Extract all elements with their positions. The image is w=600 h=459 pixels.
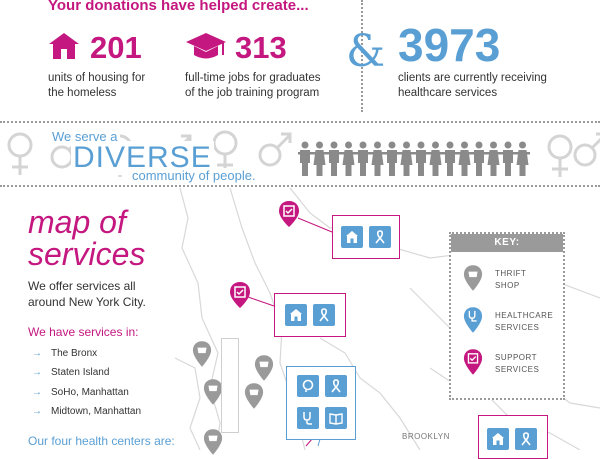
key-label-line: SUPPORT [495,353,538,362]
ribbon-service-icon [325,375,347,397]
housing-service-icon [341,226,363,248]
location-label: Staten Island [51,367,110,378]
location-item: → The Bronx [32,348,97,359]
locations-heading: We have services in: [28,325,139,339]
stat-healthcare-caption: clients are currently receiving healthca… [398,71,547,101]
stat-housing-number: 201 [90,30,142,65]
location-label: The Bronx [51,348,98,359]
caption-line: full-time jobs for graduates [185,72,321,84]
support-pin-icon [279,201,299,227]
key-label-line: SERVICES [495,365,540,374]
arrow-right-icon: → [32,348,42,359]
caption-line: units of housing for [48,72,146,84]
person-figure [471,141,487,176]
arrow-right-icon: → [32,367,42,378]
headline: Your donations have helped create... [48,0,309,14]
head-service-icon [297,375,319,397]
brooklyn-label: BROOKLYN [402,432,450,441]
thrift-shop-pin-icon [203,429,223,455]
ribbon-service-icon [369,226,391,248]
location-item: → SoHo, Manhattan [32,387,129,398]
key-label: THRIFT SHOP [495,268,526,292]
diversity-line3: community of people. [130,168,258,183]
ribbon-service-icon [313,304,335,326]
key-label-line: THRIFT [495,269,527,278]
person-figure [515,141,530,176]
health-centers-heading: Our four health centers are: [28,434,175,448]
person-figure [312,141,327,176]
arrow-right-icon: → [32,387,42,398]
people-chain-icon [298,141,530,176]
key-label-line: SERVICES [495,323,540,332]
thrift-shop-pin-icon [254,355,274,381]
house-icon [49,33,79,59]
ampersand: & [346,26,386,77]
thrift-shop-pin-icon [463,265,483,291]
service-box-midtown [274,293,346,337]
book-service-icon [325,407,347,429]
housing-service-icon [285,304,307,326]
person-figure [399,141,414,176]
key-label-line: SHOP [495,281,520,290]
caption-line: clients are currently receiving [398,72,547,84]
thrift-shop-pin-icon [192,341,212,367]
healthcare-pin-icon [463,307,483,333]
map-title-line: services [28,236,146,272]
housing-service-icon [487,428,509,450]
person-figure [457,141,472,176]
person-figure [500,141,516,176]
caption-line: of the job training program [185,87,320,99]
person-figure [442,141,458,176]
map-intro: We offer services all around New York Ci… [28,278,168,310]
location-item: → Midtown, Manhattan [32,406,141,417]
person-figure [370,141,385,176]
map-title-line: map of [28,204,126,240]
key-label-line: HEALTHCARE [495,311,554,320]
person-figure [428,141,443,176]
support-pin-icon [463,349,483,375]
person-figure [355,141,371,176]
person-figure [341,141,356,176]
vertical-divider [361,0,363,112]
person-figure [486,141,501,176]
stat-jobs-number: 313 [235,30,287,65]
key-label: HEALTHCARE SERVICES [495,310,553,334]
support-pin-icon [230,282,250,308]
thrift-shop-pin-icon [244,383,264,409]
location-item: → Staten Island [32,367,109,378]
key-label: SUPPORT SERVICES [495,352,539,376]
service-box-bronx [332,215,400,259]
person-figure [298,141,313,176]
arrow-right-icon: → [32,406,42,417]
stat-jobs-caption: full-time jobs for graduates of the job … [185,71,321,101]
intro-line: around New York City. [28,295,146,309]
diversity-line1: We serve a [50,129,120,144]
thrift-shop-pin-icon [203,379,223,405]
caption-line: healthcare services [398,87,498,99]
stat-healthcare-number: 3973 [398,19,501,71]
service-box-soho [286,366,356,440]
person-figure [384,141,400,176]
stat-housing-caption: units of housing for the homeless [48,71,145,101]
stethoscope-service-icon [297,407,319,429]
map-building-outline [221,338,239,433]
location-label: Midtown, Manhattan [51,406,142,417]
caption-line: the homeless [48,87,117,99]
diversity-band: We serve a DIVERSE community of people. [0,121,600,187]
graduation-cap-icon [186,33,226,59]
location-label: SoHo, Manhattan [51,387,129,398]
key-title: KEY: [451,234,563,252]
person-figure [326,141,342,176]
map-key: KEY: THRIFT SHOP HEALTHCARE SERVICES SUPPO… [449,232,565,400]
intro-line: We offer services all [28,279,136,293]
person-figure [413,141,429,176]
service-box-brooklyn [478,415,548,459]
map-title: map of services [28,206,188,270]
ribbon-service-icon [515,428,537,450]
